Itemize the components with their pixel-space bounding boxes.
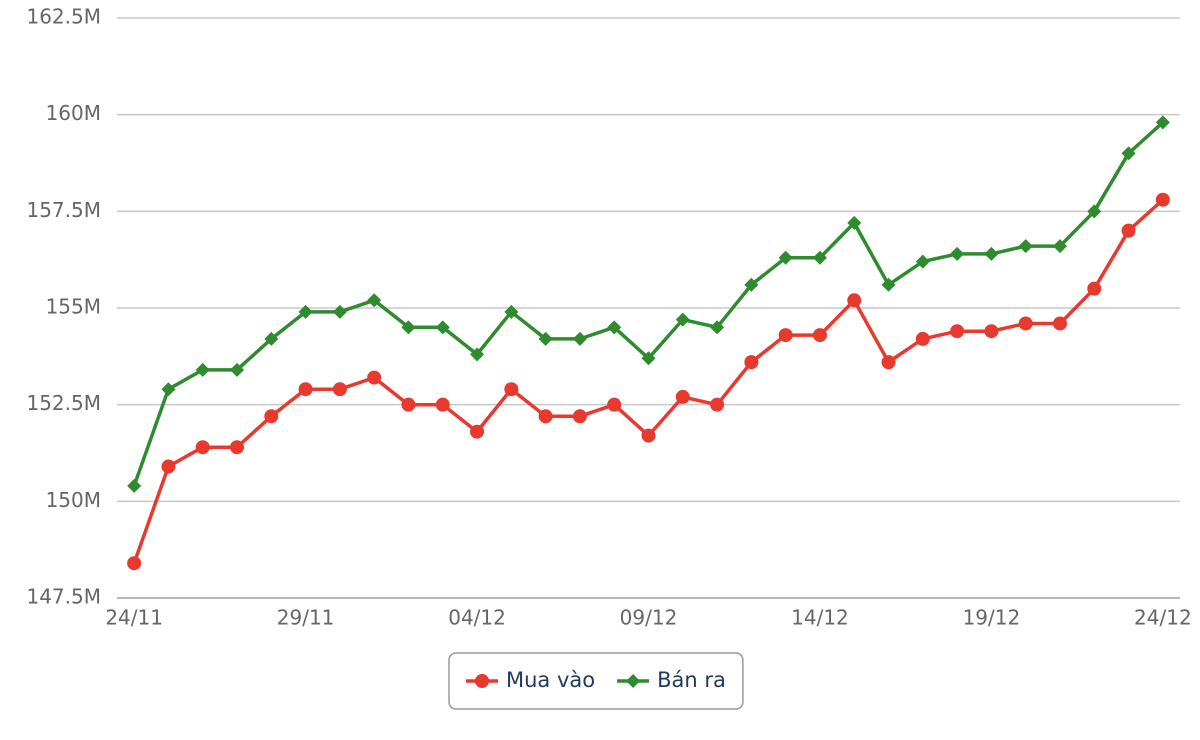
x-tick-label: 19/12 <box>963 606 1021 630</box>
point <box>538 331 553 346</box>
point <box>847 215 862 230</box>
x-tick-label: 04/12 <box>448 606 506 630</box>
point <box>1121 223 1136 238</box>
point <box>950 246 965 261</box>
point <box>504 304 519 319</box>
point <box>435 320 450 335</box>
point <box>332 304 347 319</box>
point <box>1087 204 1102 219</box>
point <box>1018 316 1033 331</box>
point <box>230 362 245 377</box>
x-tick-label: 29/11 <box>277 606 335 630</box>
point <box>298 382 313 397</box>
point <box>744 277 759 292</box>
y-tick-label: 157.5M <box>26 198 101 222</box>
point <box>264 409 279 424</box>
point <box>572 331 587 346</box>
y-tick-label: 147.5M <box>26 585 101 609</box>
point <box>572 409 587 424</box>
point <box>881 277 896 292</box>
x-tick-label: 24/12 <box>1134 606 1192 630</box>
point <box>1121 146 1136 161</box>
point <box>641 351 656 366</box>
x-tick-label: 24/11 <box>105 606 163 630</box>
point <box>1087 281 1102 296</box>
point <box>1155 115 1170 130</box>
point <box>332 382 347 397</box>
point <box>195 362 210 377</box>
y-tick-label: 150M <box>46 488 101 512</box>
series-line <box>132 198 1165 564</box>
point <box>984 246 999 261</box>
legend-label: Bán ra <box>657 668 726 692</box>
point <box>161 382 176 397</box>
point <box>675 389 690 404</box>
legend: Mua vào Bán ra <box>448 652 744 710</box>
point <box>475 674 489 688</box>
point <box>470 424 485 439</box>
point <box>950 324 965 339</box>
point <box>264 331 279 346</box>
point <box>847 293 862 308</box>
y-tick-label: 160M <box>46 101 101 125</box>
point <box>626 674 641 688</box>
point <box>230 440 245 455</box>
point <box>161 459 176 474</box>
point <box>367 370 382 385</box>
point <box>1052 316 1067 331</box>
point <box>915 254 930 269</box>
point <box>710 397 725 412</box>
point <box>504 382 519 397</box>
legend-box <box>448 652 744 710</box>
point <box>367 293 382 308</box>
point <box>607 320 622 335</box>
point <box>675 312 690 327</box>
point <box>195 440 210 455</box>
point <box>435 397 450 412</box>
point <box>915 331 930 346</box>
y-tick-label: 162.5M <box>26 5 101 29</box>
point <box>538 409 553 424</box>
point <box>1155 192 1170 207</box>
point <box>1052 239 1067 254</box>
point <box>778 328 793 343</box>
x-tick-label: 09/12 <box>620 606 678 630</box>
point <box>984 324 999 339</box>
point <box>607 397 622 412</box>
point <box>470 347 485 362</box>
point <box>298 304 313 319</box>
legend-label: Mua vào <box>506 668 595 692</box>
point <box>881 355 896 370</box>
point <box>812 328 827 343</box>
x-tick-label: 14/12 <box>791 606 849 630</box>
point <box>127 478 142 493</box>
point <box>744 355 759 370</box>
point <box>1018 239 1033 254</box>
point <box>127 556 142 571</box>
point <box>710 320 725 335</box>
y-tick-label: 155M <box>46 295 101 319</box>
point <box>401 320 416 335</box>
point <box>778 250 793 265</box>
point <box>641 428 656 443</box>
point <box>812 250 827 265</box>
y-tick-label: 152.5M <box>26 391 101 415</box>
point <box>401 397 416 412</box>
